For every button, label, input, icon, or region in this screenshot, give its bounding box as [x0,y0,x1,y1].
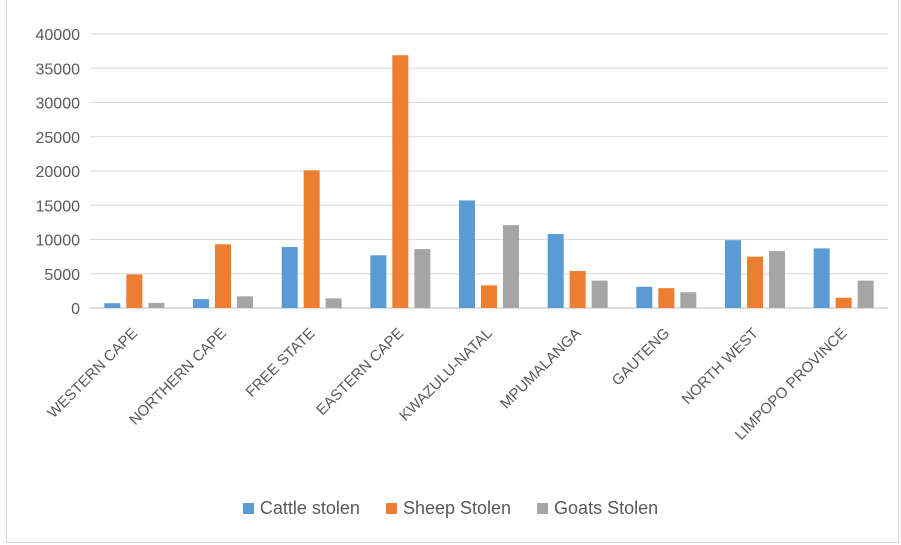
bar-sheep-stolen [835,297,852,308]
bar-cattle-stolen [459,200,475,308]
bar-cattle-stolen [813,248,830,308]
bar-cattle-stolen [281,247,298,308]
y-tick-label: 30000 [36,96,81,113]
bar-cattle-stolen [725,240,741,308]
gridlines [90,33,888,309]
y-tick-label: 5000 [44,267,80,284]
legend-item: Sheep Stolen [385,498,512,519]
x-tick-label: NORTHERN CAPE [126,325,230,429]
x-tick-label: KWAZULU-NATAL [396,325,496,425]
y-tick-label: 20000 [36,164,81,181]
legend-swatch [537,503,549,514]
y-tick-label: 0 [71,301,80,318]
legend: Cattle stolen Sheep Stolen Goats Stolen [0,498,901,519]
bar-sheep-stolen [126,274,143,308]
y-tick-label: 15000 [36,198,81,215]
legend-swatch [385,503,397,514]
bar-cattle-stolen [193,299,209,308]
y-axis-ticks: 0 5000 10000 15000 20000 25000 30000 35000 40000 [36,27,81,318]
bar-goats-stolen [680,292,697,308]
x-tick-label: WESTERN CAPE [44,325,141,422]
bar-sheep-stolen [392,55,409,308]
bar-cattle-stolen [104,303,121,308]
y-tick-label: 25000 [36,130,81,147]
legend-item: Cattle stolen [242,498,360,519]
bar-sheep-stolen [481,285,497,308]
bar-goats-stolen [237,296,253,308]
legend-label: Goats Stolen [554,498,659,518]
bar-sheep-stolen [747,256,763,308]
bar-cattle-stolen [547,234,564,308]
bar-sheep-stolen [658,288,675,308]
bar-cattle-stolen [370,255,387,308]
chart-frame [6,0,899,543]
x-tick-label: GAUTENG [609,325,673,389]
x-tick-label: FREE STATE [243,325,319,401]
bar-goats-stolen [591,280,608,308]
x-tick-label: MPUMALANGA [497,325,584,412]
bar-goats-stolen [503,225,519,308]
y-tick-label: 35000 [36,61,81,78]
bar-goats-stolen [148,302,165,308]
bar-cattle-stolen [636,286,653,308]
y-tick-label: 10000 [36,233,81,250]
bars [104,55,874,308]
legend-label: Cattle stolen [259,498,360,518]
y-tick-label: 40000 [36,27,81,44]
x-tick-label: EASTERN CAPE [313,325,407,419]
bar-sheep-stolen [569,271,586,308]
bar-goats-stolen [857,280,874,308]
legend-label: Sheep Stolen [402,498,512,518]
legend-item: Goats Stolen [537,498,658,519]
bar-sheep-stolen [215,244,231,308]
bar-sheep-stolen [303,170,320,308]
bar-goats-stolen [325,298,342,308]
x-tick-label: NORTH WEST [679,325,762,408]
bar-goats-stolen [414,249,431,308]
legend-swatch [242,503,254,514]
bar-goats-stolen [769,251,785,308]
